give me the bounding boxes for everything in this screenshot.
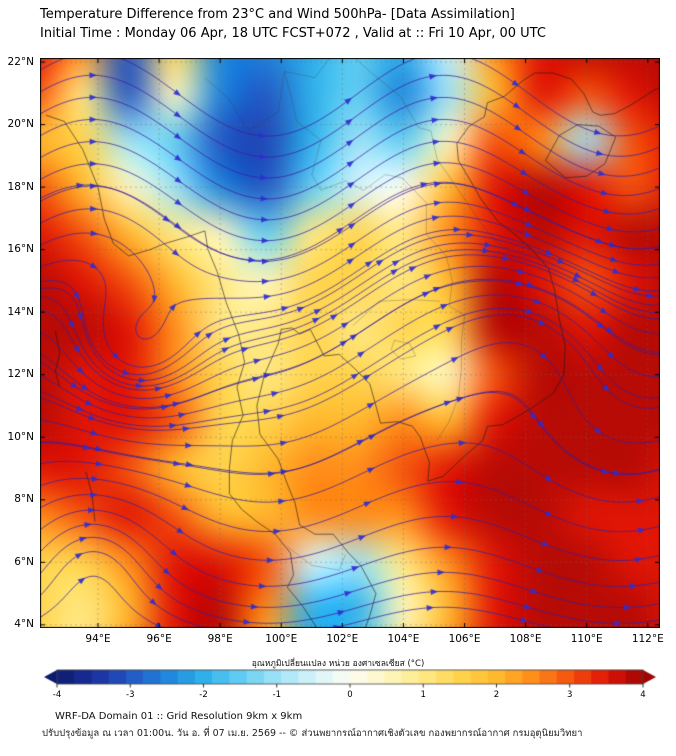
colorbar-title: อุณหภูมิเปลี่ยนแปลง หน่วย องศาเซลเซียส (… [251, 659, 425, 669]
y-axis-tick-label: 8°N [14, 493, 34, 506]
x-axis-tick-label: 98°E [207, 633, 233, 645]
y-axis-tick-label: 14°N [7, 305, 34, 318]
colorbar-tick-label: 0 [347, 690, 353, 700]
colorbar-tick-label: 3 [567, 690, 573, 700]
x-axis-tick-label: 108°E [509, 633, 542, 645]
update-credit-text: ปรับปรุงข้อมูล ณ เวลา 01:00น. วัน อ. ที่… [42, 728, 583, 739]
x-axis-tick-label: 106°E [448, 633, 481, 645]
colorbar-tick-label: 2 [493, 690, 500, 700]
chart-title: Temperature Difference from 23°C and Win… [40, 7, 515, 22]
y-axis-tick-label: 4°N [14, 618, 34, 631]
x-axis-tick-label: 100°E [265, 633, 298, 645]
x-axis-tick-label: 94°E [85, 633, 111, 645]
x-axis-tick-label: 110°E [570, 633, 603, 645]
y-axis-tick-label: 16°N [7, 243, 34, 256]
colorbar-tick-label: -4 [52, 690, 62, 700]
y-axis-tick-label: 20°N [7, 118, 34, 131]
x-axis-tick-label: 104°E [387, 633, 420, 645]
x-axis-tick-label: 102°E [326, 633, 359, 645]
colorbar-tick-label: 4 [640, 690, 646, 700]
y-axis-tick-label: 12°N [7, 368, 34, 381]
colorbar-tick-label: -2 [199, 690, 208, 700]
colorbar-tick-label: -1 [272, 690, 281, 700]
colorbar-canvas [0, 669, 676, 689]
colorbar-tick-label: -3 [126, 690, 135, 700]
temperature-wind-map-canvas [40, 58, 660, 628]
y-axis-tick-label: 6°N [14, 555, 34, 568]
x-axis-tick-label: 112°E [631, 633, 664, 645]
x-axis-tick-label: 96°E [146, 633, 172, 645]
chart-subtitle: Initial Time : Monday 06 Apr, 18 UTC FCS… [40, 26, 546, 41]
y-axis-tick-label: 22°N [7, 55, 34, 68]
y-axis-tick-label: 18°N [7, 180, 34, 193]
colorbar-tick-label: 1 [420, 690, 426, 700]
map-plot-area [40, 58, 660, 628]
domain-info-text: WRF-DA Domain 01 :: Grid Resolution 9km … [55, 711, 303, 722]
y-axis-tick-label: 10°N [7, 430, 34, 443]
